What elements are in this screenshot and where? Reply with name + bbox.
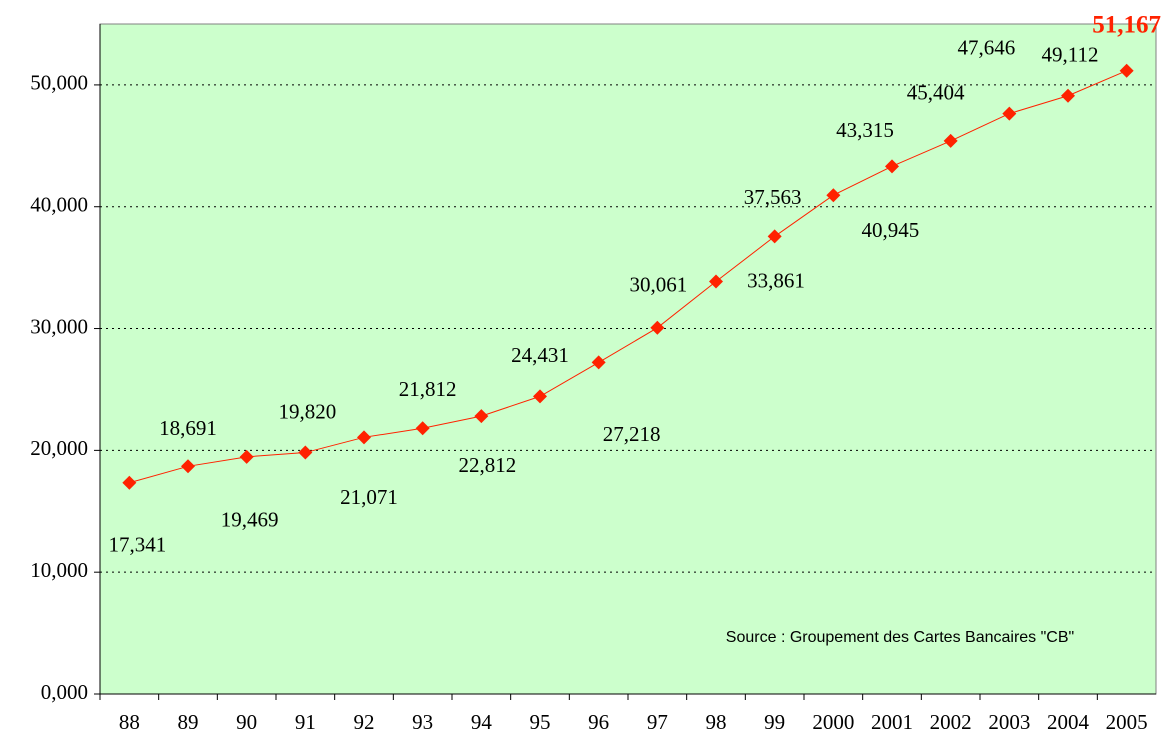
marker (474, 409, 489, 424)
data-label: 17,341 (108, 533, 166, 557)
data-label: 21,071 (340, 485, 398, 509)
y-tick-label: 30,000 (30, 314, 88, 338)
marker (357, 430, 371, 445)
marker (650, 320, 665, 335)
y-tick-label: 50,000 (30, 71, 88, 95)
y-tick-label: 40,000 (30, 193, 88, 217)
plot-area (99, 23, 1157, 695)
data-label: 27,218 (603, 422, 661, 446)
data-label: 21,812 (399, 377, 457, 401)
x-tick-label: 89 (178, 710, 199, 734)
x-tick-label: 93 (412, 710, 433, 734)
x-tick-label: 99 (764, 710, 785, 734)
x-tick-label: 2003 (988, 710, 1030, 734)
y-tick-label: 20,000 (30, 436, 88, 460)
x-tick-label: 2000 (812, 710, 854, 734)
y-tick-label: 0,000 (41, 680, 88, 704)
data-label: 49,112 (1042, 43, 1099, 67)
marker (415, 421, 430, 436)
x-tick-label: 2001 (871, 710, 913, 734)
marker (885, 159, 899, 174)
data-label: 18,691 (159, 416, 217, 440)
marker (533, 389, 547, 404)
marker (1061, 88, 1075, 103)
x-tick-label: 94 (471, 710, 493, 734)
marker (181, 459, 195, 474)
data-label: 45,404 (907, 81, 965, 105)
data-label: 37,563 (744, 185, 802, 209)
data-label: 43,315 (836, 118, 894, 142)
x-tick-label: 2005 (1106, 710, 1148, 734)
x-tick-label: 97 (647, 710, 668, 734)
data-label: 24,431 (511, 343, 569, 367)
line (129, 70, 1127, 484)
data-label: 51,167 (1092, 11, 1161, 38)
marker (943, 133, 958, 148)
marker (239, 449, 254, 464)
data-label: 40,945 (861, 218, 919, 242)
x-tick-label: 92 (354, 710, 375, 734)
marker (1119, 63, 1134, 78)
marker (826, 188, 841, 203)
source-note: Source : Groupement des Cartes Bancaires… (726, 629, 1074, 646)
x-tick-label: 95 (530, 710, 551, 734)
data-label: 19,820 (278, 399, 336, 423)
x-tick-label: 98 (706, 710, 727, 734)
data-label: 19,469 (221, 508, 279, 532)
marker (122, 475, 137, 490)
data-label: 22,812 (458, 453, 516, 477)
marker (709, 274, 723, 289)
marker (591, 355, 606, 370)
data-label: 33,861 (747, 268, 805, 292)
x-tick-label: 2002 (930, 710, 972, 734)
marker (1002, 106, 1017, 121)
x-tick-label: 96 (588, 710, 609, 734)
marker (767, 229, 782, 244)
x-tick-label: 2004 (1047, 710, 1090, 734)
marker (298, 445, 313, 460)
x-tick-label: 88 (119, 710, 140, 734)
data-label: 47,646 (957, 35, 1015, 59)
data-label: 30,061 (629, 273, 687, 297)
y-tick-label: 10,000 (30, 558, 88, 582)
x-tick-label: 91 (295, 710, 316, 734)
x-tick-label: 90 (236, 710, 257, 734)
